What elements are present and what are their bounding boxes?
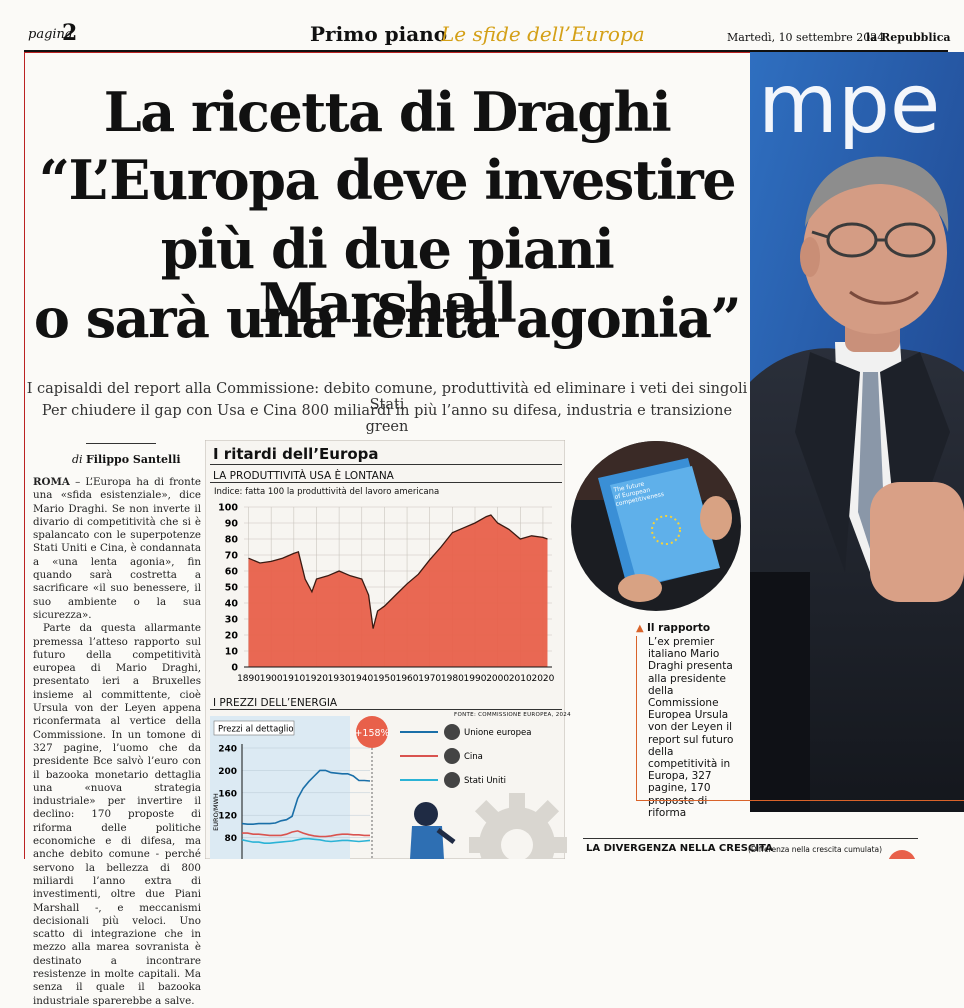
- newspaper-name: la Repubblica: [866, 31, 951, 44]
- byline-prefix: di: [72, 453, 83, 466]
- section-subtitle: Le sfide dell’Europa: [441, 22, 645, 46]
- energy-panel-title: I PREZZI DELL’ENERGIA: [213, 697, 338, 709]
- y-tick-label: 10: [225, 647, 239, 658]
- y-tick-label: 0: [231, 663, 238, 674]
- legend-label: Cina: [464, 752, 483, 762]
- y-tick-label: 40: [225, 599, 239, 610]
- x-tick-label: 2010: [509, 674, 532, 684]
- byline-author: Filippo Santelli: [86, 453, 181, 466]
- headline-line-3: più di due piani Marshall: [160, 217, 615, 335]
- x-tick-label: 1890: [237, 674, 260, 684]
- dateline: ROMA: [33, 476, 70, 488]
- callout-value: +158%: [354, 728, 389, 739]
- energy-subtitle: Prezzi al dettaglio: [218, 725, 294, 735]
- y-tick-label: 90: [225, 519, 239, 530]
- productivity-panel-title: LA PRODUTTIVITÀ USA È LONTANA: [213, 470, 394, 482]
- issue-date: Martedì, 10 settembre 2024: [727, 31, 885, 44]
- caption-rule: [636, 800, 964, 801]
- page-label: pagina: [28, 27, 73, 42]
- headline-line-1: La ricetta di Draghi: [103, 80, 672, 144]
- section-title: Primo piano: [310, 22, 448, 46]
- gear-icon: [469, 793, 567, 859]
- headline-line-2: “L’Europa deve investire: [38, 148, 737, 212]
- x-tick-label: 2000: [486, 674, 509, 684]
- caption-arrow-icon: ▲: [636, 623, 644, 634]
- flag-icon: [444, 724, 460, 740]
- draghi-photo: mpe: [750, 52, 964, 812]
- report-inset-photo: The future of European competitiveness: [571, 441, 741, 611]
- caption-rule: [636, 636, 637, 800]
- caption-title: Il rapporto: [647, 622, 711, 634]
- y-tick-label: 120: [218, 812, 237, 822]
- productivity-panel-note: Indice: fatta 100 la produttività del la…: [214, 487, 440, 497]
- productivity-line: [248, 514, 548, 629]
- y-tick-label: 240: [218, 745, 237, 755]
- x-tick-label: 2020: [531, 674, 554, 684]
- legend-label: Unione europea: [464, 728, 531, 738]
- article-paragraph: Parte da questa allarmante premessa l’at…: [33, 622, 201, 1007]
- x-tick-label: 1960: [396, 674, 419, 684]
- x-tick-label: 1990: [464, 674, 487, 684]
- legend-label: Stati Uniti: [464, 776, 506, 786]
- x-tick-label: 1970: [418, 674, 441, 684]
- productivity-area: [248, 515, 548, 667]
- energy-y-label: EURO/MWH: [212, 793, 220, 831]
- series-line-stati-uniti: [241, 837, 371, 844]
- x-tick-label: 1900: [260, 674, 283, 684]
- y-tick-label: 160: [218, 789, 237, 799]
- backdrop-text: mpe: [758, 57, 940, 152]
- energy-panel-rule: [210, 709, 562, 710]
- y-tick-label: 20: [225, 631, 239, 642]
- y-tick-label: 30: [225, 615, 239, 626]
- x-tick-label: 1910: [282, 674, 305, 684]
- byline-rule: [86, 443, 156, 444]
- y-tick-label: 50: [225, 583, 239, 594]
- frame-top-rule: [24, 52, 750, 53]
- productivity-panel-rule: [210, 482, 562, 483]
- page-number: 2: [62, 20, 78, 46]
- subheadline-line-1: I capisaldi del report alla Commissione:…: [26, 381, 748, 413]
- y-tick-label: 80: [224, 834, 237, 844]
- divergence-note: (Differenza nella crescita cumulata): [748, 845, 883, 854]
- figure-illustration: [410, 802, 456, 859]
- y-tick-label: 200: [218, 767, 237, 777]
- flag-icon: [444, 772, 460, 788]
- series-line-cina: [242, 830, 370, 838]
- x-tick-label: 1940: [350, 674, 373, 684]
- divergence-marker-icon: [888, 850, 916, 859]
- x-tick-label: 1930: [328, 674, 351, 684]
- series-line-unione-europea: [241, 769, 371, 825]
- y-tick-label: 100: [218, 503, 238, 514]
- infographic-title: I ritardi dell’Europa: [213, 445, 379, 463]
- subheadline-line-2: Per chiudere il gap con Usa e Cina 800 m…: [41, 403, 733, 435]
- infographic-rule: [210, 464, 562, 465]
- headline-line-4: o sarà una lenta agonia”: [33, 286, 742, 350]
- header-rule: [24, 50, 948, 52]
- y-tick-label: 80: [225, 535, 239, 546]
- divergence-rule: [583, 838, 918, 839]
- divergence-title: LA DIVERGENZA NELLA CRESCITA: [586, 843, 773, 854]
- y-tick-label: 70: [225, 551, 239, 562]
- energy-chart: Prezzi al dettaglio EURO/MWH 80 120 160 200 24…: [210, 716, 531, 859]
- x-tick-label: 1980: [441, 674, 464, 684]
- subtitle-box: [213, 720, 295, 736]
- y-tick-label: 60: [225, 567, 239, 578]
- x-tick-label: 1950: [373, 674, 396, 684]
- energy-source: FONTE: COMMISSIONE EUROPEA, 2024: [454, 712, 571, 718]
- article-body: ROMA – L’Europa ha di fronte una «sfida …: [33, 476, 201, 1008]
- frame-left-rule: [24, 52, 25, 859]
- article-paragraph: ROMA – L’Europa ha di fronte una «sfida …: [33, 476, 201, 621]
- flag-icon: [444, 748, 460, 764]
- x-tick-label: 1920: [305, 674, 328, 684]
- callout-badge: [356, 716, 388, 748]
- caption-text: L’ex premier italiano Mario Draghi prese…: [648, 636, 734, 819]
